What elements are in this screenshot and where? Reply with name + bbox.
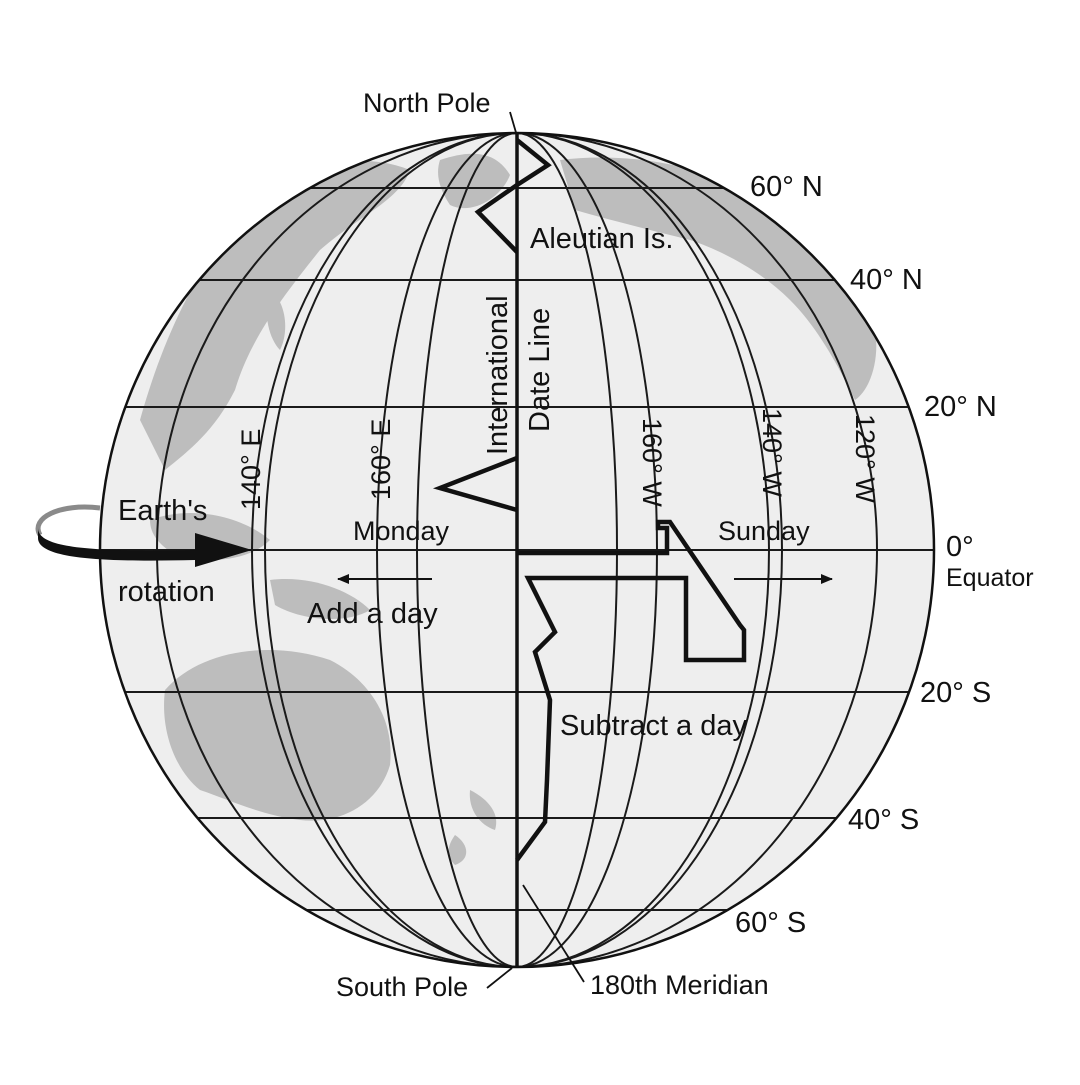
meridian-ellipse-100	[416, 133, 618, 967]
meridian-180-label: 180th Meridian	[590, 970, 769, 1000]
north-pole-pointer	[509, 111, 518, 137]
date-line-equator-jog	[515, 519, 747, 862]
date-line-tropic-zigzag	[432, 455, 518, 513]
south-pole-label: South Pole	[336, 972, 468, 1002]
new-guinea-land	[270, 579, 370, 620]
rotation-arrow-loop	[35, 504, 101, 537]
subtract-a-day-label: Subtract a day	[560, 710, 747, 742]
latitude-40s-label: 40° S	[848, 804, 919, 836]
longitude-140e-label: 140° E	[236, 429, 266, 510]
aleutian-islands-label: Aleutian Is.	[530, 223, 673, 255]
monday-label: Monday	[353, 516, 450, 546]
latitude-60s-label: 60° S	[735, 907, 806, 939]
longitude-160w-label: 160° W	[637, 418, 667, 507]
date-line-label-dateline: Date Line	[524, 308, 556, 432]
sunday-label: Sunday	[718, 516, 810, 546]
japan-land	[266, 290, 286, 350]
north-pole-label: North Pole	[363, 88, 491, 118]
latitude-20s-label: 20° S	[920, 677, 991, 709]
equator-label: Equator	[946, 564, 1034, 592]
latitude-60n-label: 60° N	[750, 171, 823, 203]
meridian-ellipse-252	[264, 133, 770, 967]
latitude-20n-label: 20° N	[924, 391, 997, 423]
date-line-north-zigzag	[474, 138, 552, 254]
latitude-40n-label: 40° N	[850, 264, 923, 296]
date-line-label-international: International	[482, 295, 514, 455]
longitude-120w-label: 120° W	[850, 414, 880, 503]
meridian-ellipse-360	[156, 133, 878, 967]
asia-land	[140, 160, 410, 470]
longitude-160e-label: 160° E	[366, 419, 396, 500]
meridian-ellipse-140	[376, 133, 658, 967]
longitude-140w-label: 140° W	[757, 408, 787, 497]
kamchatka-land	[438, 153, 510, 209]
rotation-arrow-body	[38, 528, 252, 567]
south-pole-pointer	[486, 967, 513, 989]
meridian-180-pointer	[522, 884, 585, 983]
equator-degree-label: 0°	[946, 531, 974, 563]
earth-rotation-label-2: rotation	[118, 576, 215, 608]
new-zealand-land	[448, 790, 497, 865]
add-a-day-label: Add a day	[307, 598, 438, 630]
earth-rotation-label-1: Earth's	[118, 495, 207, 527]
